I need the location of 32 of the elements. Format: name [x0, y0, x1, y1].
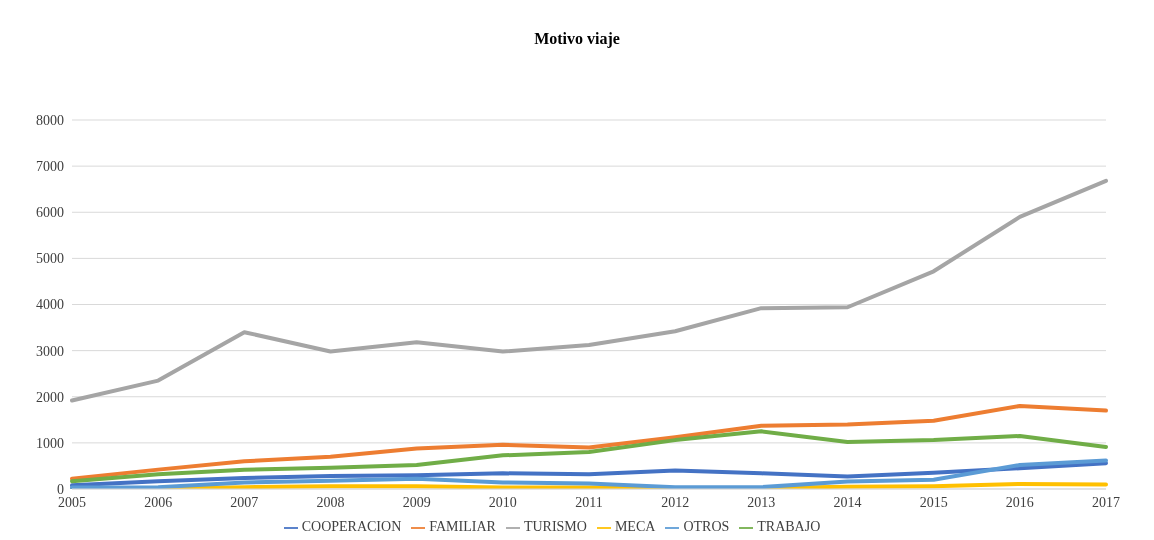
- legend-label: COOPERACION: [301, 519, 402, 534]
- x-tick-label: 2008: [316, 494, 345, 510]
- x-tick-label: 2013: [747, 494, 776, 510]
- x-tick-label: 2012: [661, 494, 690, 510]
- y-tick-label: 0: [57, 481, 64, 497]
- line-series: [70, 403, 1108, 481]
- x-tick-label: 2010: [488, 494, 517, 510]
- y-tick-label: 3000: [36, 343, 64, 359]
- legend-label: TURISMO: [523, 519, 587, 534]
- y-tick-label: 4000: [36, 297, 64, 313]
- line-series: [70, 429, 1108, 484]
- x-tick-label: 2017: [1092, 494, 1120, 510]
- chart-title: Motivo viaje: [533, 29, 621, 50]
- y-tick-label: 7000: [36, 159, 64, 175]
- x-tick-label: 2005: [58, 494, 86, 510]
- line-series: [70, 178, 1108, 403]
- x-tick-label: 2007: [230, 494, 259, 510]
- x-tick-label: 2015: [919, 494, 948, 510]
- y-tick-label: 2000: [36, 389, 64, 405]
- x-tick-label: 2006: [144, 494, 173, 510]
- x-tick-label: 2009: [402, 494, 431, 510]
- x-tick-label: 2014: [833, 494, 862, 510]
- legend-label: FAMILIAR: [429, 519, 496, 534]
- y-tick-label: 1000: [36, 435, 64, 451]
- x-tick-label: 2016: [1005, 494, 1034, 510]
- legend-label: MECA: [614, 519, 656, 534]
- legend-label: TRABAJO: [757, 519, 821, 534]
- y-tick-label: 5000: [36, 251, 64, 267]
- legend-label: OTROS: [683, 519, 730, 534]
- y-tick-label: 6000: [36, 205, 64, 221]
- x-tick-label: 2011: [575, 494, 603, 510]
- y-tick-label: 8000: [36, 112, 64, 128]
